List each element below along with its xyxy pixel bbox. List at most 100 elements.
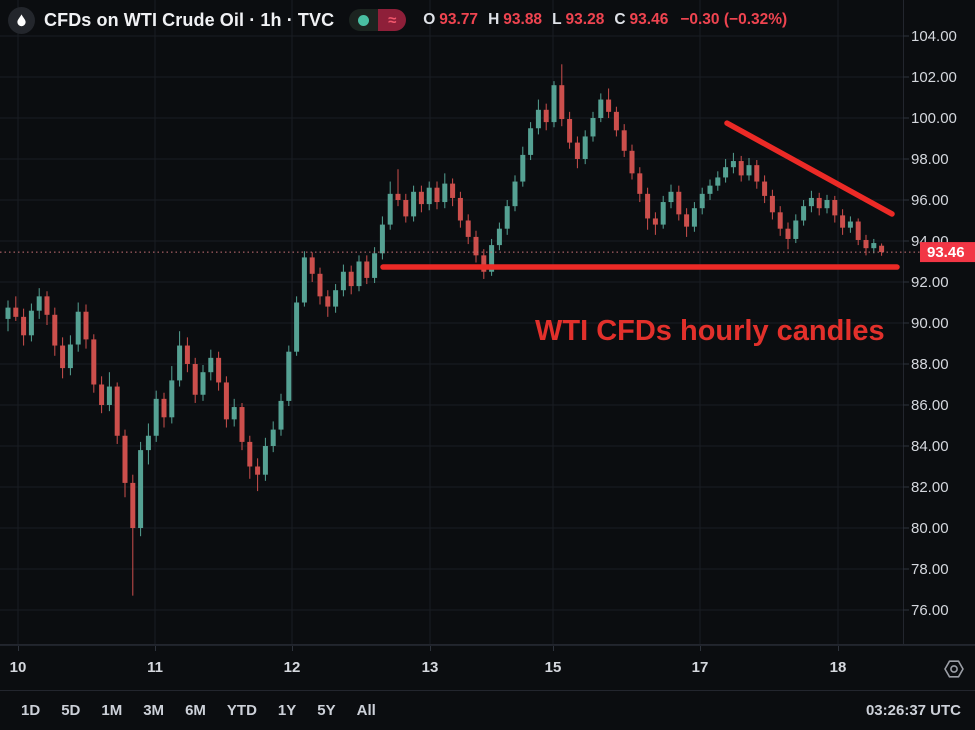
range-button-5d[interactable]: 5D: [61, 702, 81, 719]
range-button-1m[interactable]: 1M: [101, 702, 123, 719]
low-label: L: [552, 11, 562, 28]
range-button-all[interactable]: All: [356, 702, 376, 719]
candle-body: [457, 197, 463, 221]
candle-body: [535, 109, 541, 129]
status-dot-icon: [349, 9, 379, 31]
range-toolbar: 1D 5D 1M 3M 6M YTD 1Y 5Y All 03:26:37 UTC: [0, 690, 975, 730]
candle-body: [847, 221, 853, 228]
time-tick: [18, 646, 19, 651]
candle-body: [816, 197, 822, 209]
chart-canvas[interactable]: WTI CFDs hourly candles 104.00 102.00 100.0…: [0, 0, 975, 645]
low-value: 93.28: [565, 11, 605, 28]
candle-body: [317, 273, 323, 297]
range-button-5y[interactable]: 5Y: [317, 702, 336, 719]
candle-body: [629, 150, 635, 174]
candle-body: [169, 380, 175, 418]
candle-body: [52, 314, 58, 346]
candle-body: [372, 253, 378, 278]
time-tick: [292, 646, 293, 651]
axis-settings-gear-icon[interactable]: [942, 657, 966, 681]
candle-body: [465, 220, 471, 237]
high-label: H: [488, 11, 500, 28]
time-axis-label: 12: [283, 659, 301, 676]
candle-body: [21, 316, 27, 336]
range-button-ytd[interactable]: YTD: [226, 702, 257, 719]
candle-body: [879, 245, 885, 253]
candle-body: [99, 384, 105, 405]
price-axis-label: 76.00: [911, 602, 949, 619]
close-value: 93.46: [629, 11, 669, 28]
candle-body: [161, 398, 167, 418]
candle-body: [832, 200, 838, 216]
candle-body: [442, 183, 448, 203]
candle-body: [582, 136, 588, 159]
candle-body: [379, 224, 385, 254]
candle-body: [231, 407, 237, 420]
candle-body: [255, 466, 261, 475]
range-button-3m[interactable]: 3M: [143, 702, 165, 719]
clock-utc[interactable]: 03:26:37 UTC: [865, 702, 961, 719]
candle-body: [793, 220, 799, 239]
candle-body: [216, 357, 222, 383]
open-label: O: [423, 11, 436, 28]
candle-body: [83, 311, 89, 340]
candle-body: [504, 206, 510, 229]
range-button-6m[interactable]: 6M: [185, 702, 206, 719]
candle-body: [91, 339, 97, 385]
candle-body: [769, 195, 775, 213]
candle-body: [340, 271, 346, 291]
candle-body: [785, 228, 791, 239]
candle-body: [153, 398, 159, 436]
symbol-title[interactable]: CFDs on WTI Crude Oil · 1h · TVC: [44, 9, 335, 30]
range-button-1y[interactable]: 1Y: [277, 702, 297, 719]
candle-body: [200, 372, 206, 395]
price-axis-label: 78.00: [911, 561, 949, 578]
candle-body: [489, 245, 495, 272]
time-axis[interactable]: 10 11 12 13 15 17 18: [0, 645, 975, 691]
candle-body: [660, 202, 666, 225]
time-axis-label: 15: [544, 659, 562, 676]
price-axis-label: 98.00: [911, 151, 949, 168]
candle-body: [192, 364, 198, 395]
time-tick: [838, 646, 839, 651]
time-axis-label: 18: [829, 659, 847, 676]
candle-body: [676, 191, 682, 215]
candle-body: [871, 243, 877, 249]
time-tick: [430, 646, 431, 651]
candle-body: [613, 111, 619, 131]
candle-body: [559, 85, 565, 120]
candle-body: [723, 167, 729, 178]
candle-body: [801, 206, 807, 221]
candle-body: [223, 382, 229, 420]
candle-body: [286, 351, 292, 401]
price-axis-label: 86.00: [911, 397, 949, 414]
candle-body: [294, 302, 300, 352]
market-status-toggle[interactable]: ≈: [349, 9, 407, 31]
candle-body: [473, 236, 479, 256]
candle-body: [863, 239, 869, 249]
trendline-descending-resistance[interactable]: [724, 120, 895, 217]
price-axis-label: 84.00: [911, 438, 949, 455]
candle-body: [754, 165, 760, 182]
candle-body: [130, 482, 136, 528]
candle-body: [364, 261, 370, 278]
candle-body: [67, 344, 73, 369]
annotation-text: WTI CFDs hourly candles: [535, 315, 885, 347]
time-axis-label: 17: [691, 659, 709, 676]
candle-body: [621, 130, 627, 151]
candle-body: [411, 191, 417, 217]
range-button-1d[interactable]: 1D: [21, 702, 41, 719]
candlestick-plot[interactable]: WTI CFDs hourly candles 104.00 102.00 100.0…: [0, 0, 975, 645]
candle-body: [5, 307, 11, 319]
candle-body: [450, 183, 456, 198]
candle-body: [426, 187, 432, 205]
price-axis-label: 102.00: [911, 69, 957, 86]
candle-body: [574, 142, 580, 159]
candle-body: [122, 435, 128, 483]
candle-body: [333, 290, 339, 307]
candle-body: [395, 193, 401, 200]
time-tick: [155, 646, 156, 651]
candle-body: [598, 99, 604, 118]
chart-header: CFDs on WTI Crude Oil · 1h · TVC ≈ O 93.7…: [8, 6, 787, 34]
high-value: 93.88: [503, 11, 543, 28]
